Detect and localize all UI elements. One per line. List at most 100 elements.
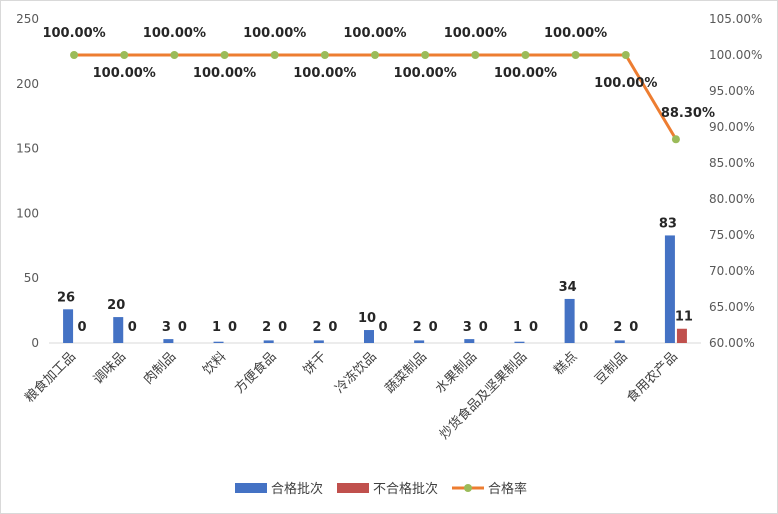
bar-data-label: 0 [579,320,588,335]
line-point-marker [371,51,379,59]
bar-data-label: 0 [529,320,538,335]
line-data-label: 100.00% [243,26,306,41]
right-axis-tick-label: 60.00% [709,336,755,350]
line-data-label: 100.00% [293,66,356,81]
bar-data-label: 20 [107,298,125,313]
line-point-marker [421,51,430,59]
line-data-label: 100.00% [444,26,507,41]
legend: 合格批次 不合格批次 合格率 [235,481,527,497]
bar-qualified [313,340,324,343]
right-axis-tick-label: 85.00% [709,156,755,170]
line-data-label: 100.00% [544,26,607,41]
left-axis-tick-label: 0 [31,336,39,350]
category-label: 饼干 [301,349,330,378]
legend-marker [464,484,472,492]
category-label: 肉制品 [141,349,179,387]
bar-qualified [213,341,224,343]
right-axis-tick-label: 70.00% [709,264,755,278]
category-label: 糕点 [551,349,580,378]
bar-data-label: 11 [675,310,693,325]
left-axis-tick-label: 150 [16,142,39,156]
legend-label: 合格批次 [271,481,323,497]
right-axis-tick-label: 75.00% [709,228,755,242]
category-label: 食用农产品 [623,349,680,406]
right-axis-tick-label: 90.00% [709,120,755,134]
legend-label: 合格率 [488,481,527,497]
bar-data-label: 3 [162,320,171,335]
line-point-marker [70,51,79,59]
left-axis-tick-label: 250 [16,12,39,26]
line-series-group [70,51,680,144]
bar-qualified [464,339,475,343]
bar-qualified [664,235,675,343]
line-point-marker [270,51,279,59]
bar-series-group [63,235,687,343]
bar-qualified [263,340,274,343]
line-series-pass-rate [74,53,678,141]
bar-data-label: 1 [212,320,221,335]
line-data-label: 100.00% [343,26,406,41]
right-axis-tick-label: 95.00% [709,84,755,98]
bar-qualified [364,330,374,343]
category-label: 冷冻饮品 [332,349,380,397]
line-data-label: 100.00% [143,26,206,41]
line-point-marker [120,51,129,59]
line-point-marker [320,51,329,59]
bar-data-label: 34 [559,280,577,295]
bar-data-label: 2 [613,320,622,335]
category-label: 蔬菜制品 [383,349,430,396]
legend-label: 不合格批次 [373,481,438,497]
category-label: 豆制品 [592,349,630,387]
legend-swatch [235,483,267,493]
bar-qualified [564,298,575,343]
bar-data-label: 10 [358,311,376,326]
bar-data-label: 0 [128,320,137,335]
bar-data-label: 0 [429,320,438,335]
bar-data-label: 0 [278,320,287,335]
bar-data-label: 1 [513,320,522,335]
line-point-marker [671,135,680,144]
category-label: 炒货食品及坚果制品 [436,349,530,443]
bar-qualified [113,317,124,343]
line-point-marker [621,51,630,59]
category-label: 调味品 [91,349,129,387]
bar-data-label: 26 [57,290,75,305]
bar-data-label: 0 [228,320,237,335]
bar-data-label: 3 [463,320,472,335]
category-label: 水果制品 [433,349,480,396]
legend-swatch [337,483,369,493]
bar-qualified [63,309,74,343]
line-data-label: 100.00% [193,66,256,81]
right-axis-tick-label: 80.00% [709,192,755,206]
right-axis-tick-label: 100.00% [709,48,762,62]
bar-data-label: 2 [413,320,422,335]
bar-data-label: 0 [629,320,638,335]
line-point-marker [220,51,229,59]
line-data-label: 88.30% [661,106,715,121]
bar-unqualified [676,328,687,343]
left-axis-tick-label: 50 [24,271,39,285]
bar-data-label: 83 [659,216,677,231]
bar-data-label: 2 [312,320,321,335]
line-data-label: 100.00% [394,66,457,81]
line-data-label: 100.00% [93,66,156,81]
line-data-label: 100.00% [494,66,557,81]
category-label: 粮食加工品 [22,349,79,406]
line-data-label: 100.00% [594,76,657,91]
bar-qualified [614,340,625,343]
bar-qualified [414,340,425,343]
category-labels-group: 粮食加工品 调味品 肉制品 饮料 方便食品 饼干 冷冻饮品 蔬菜制品 水果制品炒货食品及坚果制品… [22,349,681,443]
right-axis-tick-label: 65.00% [709,300,755,314]
line-point-marker [170,51,179,59]
bar-qualified [163,339,174,343]
category-label: 方便食品 [231,349,279,397]
bar-data-label: 2 [262,320,271,335]
left-axis-tick-label: 200 [16,77,39,91]
line-data-label: 100.00% [42,26,105,41]
bar-data-label: 0 [479,320,488,335]
line-point-marker [571,51,580,59]
right-axis-tick-label: 105.00% [709,12,762,26]
